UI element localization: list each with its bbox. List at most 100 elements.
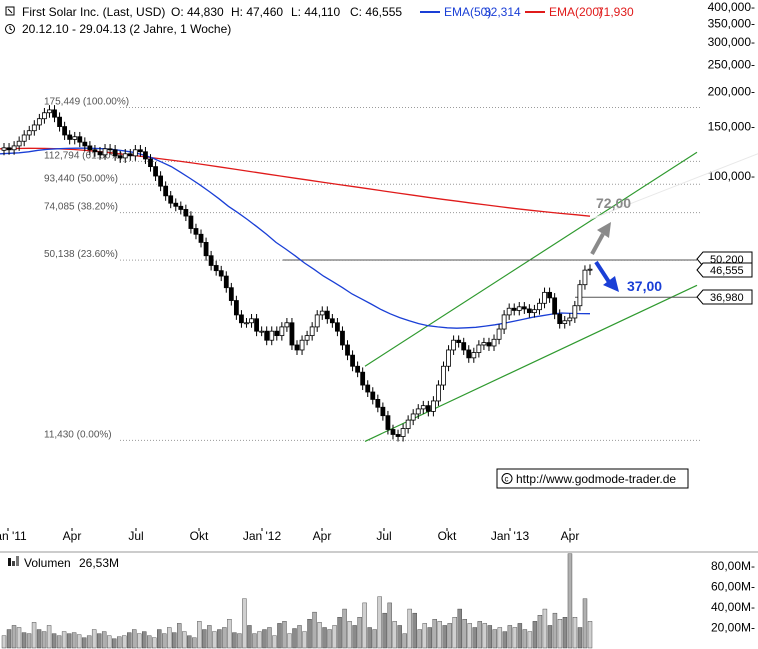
candle-body (430, 400, 436, 412)
candle-body (441, 365, 446, 386)
target-up-arrow-head (597, 222, 611, 238)
candle-body (92, 149, 98, 153)
volume-bar (347, 621, 352, 649)
target-down-label: 37,00 (627, 278, 662, 294)
candle-body (97, 151, 103, 156)
candle-body (183, 209, 189, 217)
candle-body (476, 344, 482, 353)
volume-bar (81, 637, 87, 649)
candle-body (269, 330, 275, 341)
volume-bar (242, 598, 247, 649)
candle-body (284, 322, 290, 328)
candle-body (72, 136, 78, 140)
candle-body (501, 314, 507, 330)
candle-body (218, 270, 224, 277)
volume-bar (532, 621, 538, 649)
candle-body (425, 405, 431, 412)
candle-body (516, 306, 522, 311)
candle-body (102, 148, 108, 156)
candle-body (335, 322, 340, 332)
candle-body (567, 317, 573, 322)
candle-body (521, 306, 527, 310)
candle-body (259, 330, 265, 333)
volume-bar (21, 632, 27, 649)
candle-body (446, 349, 451, 367)
date-range: 20.12.10 - 29.04.13 (2 Jahre, 1 Woche) (22, 22, 231, 36)
volume-bar (227, 619, 232, 649)
upper-channel-line (364, 151, 698, 367)
volume-bar (187, 635, 192, 649)
candle-body (193, 228, 199, 235)
volume-bar (91, 629, 97, 649)
volume-bar (422, 623, 427, 649)
volume-bar (517, 623, 523, 649)
copyright-text[interactable]: http://www.godmode-trader.de (516, 472, 676, 486)
volume-bar (192, 637, 197, 649)
candle-body (370, 391, 376, 400)
volume-bar (157, 629, 162, 649)
candle-body (137, 149, 143, 153)
target-down-arrow-head (603, 276, 619, 292)
candle-body (107, 148, 113, 151)
volume-bar (432, 619, 437, 649)
volume-bar (207, 625, 212, 649)
volume-bar (31, 622, 37, 649)
ema200-label: EMA(200) (549, 5, 603, 19)
close-value: C: 46,555 (350, 5, 402, 19)
volume-bar (36, 629, 42, 649)
candle-body (77, 136, 83, 143)
copyright-box[interactable]: c http://www.godmode-trader.de (496, 468, 689, 489)
candle-body (420, 405, 426, 410)
candle-body (294, 344, 300, 351)
candle-body (410, 413, 416, 421)
price-targets: 72,00 37,00 (590, 195, 662, 294)
target-up-label: 72,00 (596, 195, 631, 211)
volume-bar (76, 634, 82, 649)
volume-bar (497, 627, 503, 649)
candle-body (552, 297, 558, 315)
candle-body (451, 339, 457, 351)
volume-bar (172, 632, 177, 649)
candle-body (532, 309, 537, 314)
candle-body (208, 255, 214, 266)
time-tick-label: Okt (438, 529, 457, 543)
time-tick-label: Jan '13 (491, 529, 530, 543)
ema50-label: EMA(50) (444, 5, 491, 19)
volume-bar (41, 631, 47, 649)
volume-bar (71, 632, 77, 649)
candle-body (168, 195, 174, 204)
candle-body (436, 384, 441, 402)
volume-bar (56, 635, 62, 649)
volume-bar (357, 617, 362, 649)
candle-body (62, 126, 68, 136)
candle-body (309, 326, 315, 337)
candle-body (542, 291, 547, 304)
time-tick-label: Apr (313, 529, 332, 543)
volume-bar (66, 633, 72, 649)
ema50-series (0, 147, 591, 329)
volume-bar (322, 627, 327, 649)
candle-body (324, 310, 330, 320)
candle-body (132, 149, 138, 157)
price-tick-label: 400,000- (708, 0, 755, 14)
volume-bar (402, 633, 407, 649)
candle-body (163, 185, 169, 197)
volume-bar (337, 617, 342, 649)
candle-body (405, 419, 411, 429)
volume-bar (582, 598, 588, 649)
candle-body (11, 145, 17, 151)
candle-body (82, 141, 88, 147)
fib-label: 112,794 (61.80%) (44, 150, 123, 161)
volume-bar (487, 625, 493, 649)
candle-body (314, 314, 320, 328)
candle-body (264, 330, 270, 341)
candle-body (456, 339, 462, 343)
volume-value: 26,53M (79, 556, 119, 570)
volume-bar (137, 633, 142, 649)
volume-bar (472, 627, 478, 649)
volume-bar (427, 627, 432, 649)
volume-bar (332, 625, 337, 649)
time-tick-label: Jul (128, 529, 143, 543)
volume-bar (272, 635, 277, 649)
candle-body (42, 112, 47, 120)
